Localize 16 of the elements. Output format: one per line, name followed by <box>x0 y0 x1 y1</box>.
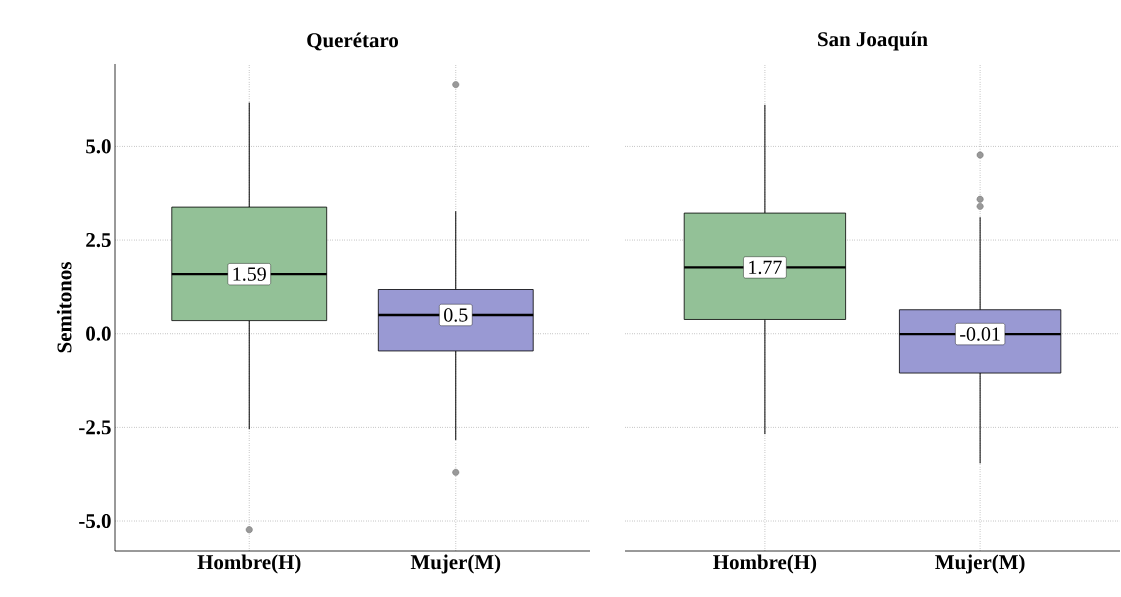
x-tick-label: Mujer(M) <box>410 554 501 574</box>
annotation: 1.77 <box>749 260 782 275</box>
x-tick-label: Hombre(H) <box>197 554 301 574</box>
y-tick-label: -2.5 <box>79 420 111 435</box>
y-axis-title: Semitonos <box>56 262 72 353</box>
x-tick-label: Hombre(H) <box>713 554 817 574</box>
annotation: 1.59 <box>233 267 266 281</box>
y-tick-label: 0.0 <box>86 326 111 341</box>
chart-title: Querétaro <box>307 32 399 51</box>
annotation: -0.01 <box>960 327 1000 341</box>
annotation: 0.5 <box>444 308 468 322</box>
y-tick-label: 5.0 <box>86 139 111 154</box>
y-tick-label: 2.5 <box>86 232 111 248</box>
y-tick-label: -5.0 <box>79 513 111 529</box>
chart-title: San Joaquín <box>818 31 928 51</box>
x-tick-label: Mujer(M) <box>935 554 1025 574</box>
